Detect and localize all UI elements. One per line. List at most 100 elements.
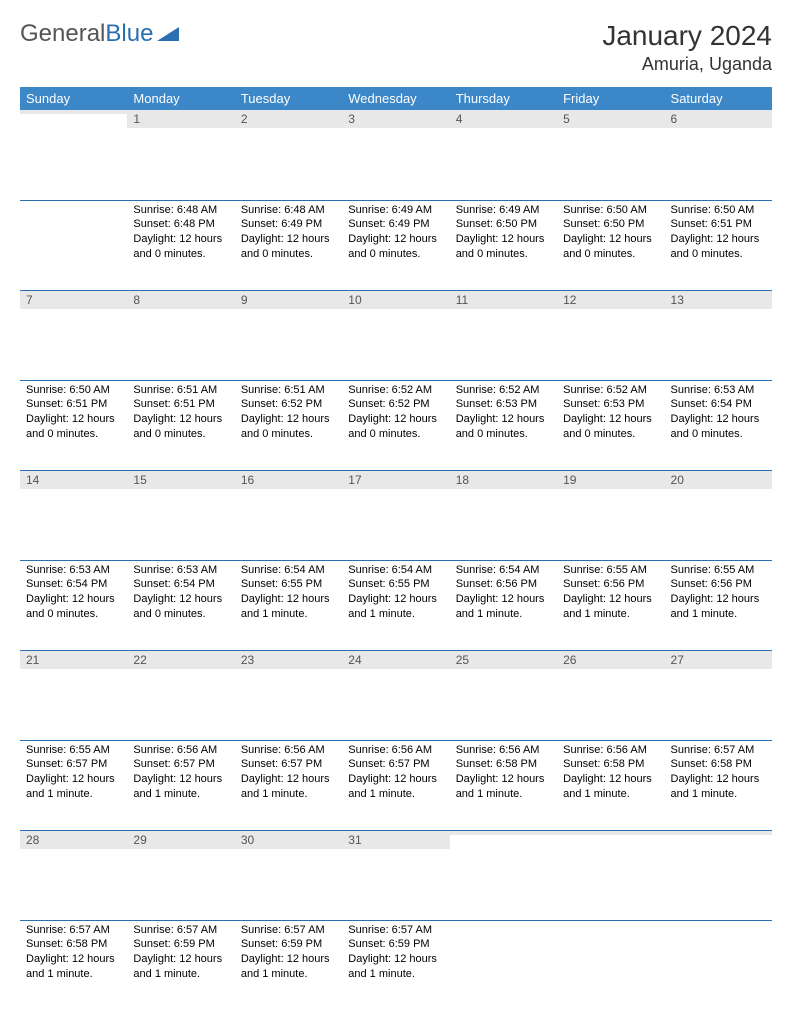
sunrise-text: Sunrise: 6:56 AM [456,743,551,758]
sunrise-text: Sunrise: 6:57 AM [241,923,336,938]
daylight-text: Daylight: 12 hours and 1 minute. [26,952,121,982]
sunrise-text: Sunrise: 6:48 AM [133,203,228,218]
daylight-text: Daylight: 12 hours and 1 minute. [133,772,228,802]
sunrise-text: Sunrise: 6:56 AM [241,743,336,758]
sunset-text: Sunset: 6:51 PM [133,397,228,412]
sunset-text: Sunset: 6:50 PM [563,217,658,232]
daylight-text: Daylight: 12 hours and 0 minutes. [241,232,336,262]
day-number: 7 [20,291,127,309]
daylight-text: Daylight: 12 hours and 1 minute. [671,592,766,622]
sunrise-text: Sunrise: 6:52 AM [563,383,658,398]
sunset-text: Sunset: 6:58 PM [456,757,551,772]
day-number [450,831,557,835]
sunset-text: Sunset: 6:57 PM [133,757,228,772]
day-cell: Sunrise: 6:53 AMSunset: 6:54 PMDaylight:… [20,560,127,650]
sunset-text: Sunset: 6:58 PM [26,937,121,952]
calendar-table: Sunday Monday Tuesday Wednesday Thursday… [20,87,772,1010]
weekday-header-row: Sunday Monday Tuesday Wednesday Thursday… [20,87,772,110]
day-number: 19 [557,471,664,489]
sunset-text: Sunset: 6:56 PM [671,577,766,592]
day-cell: Sunrise: 6:50 AMSunset: 6:51 PMDaylight:… [20,380,127,470]
daylight-text: Daylight: 12 hours and 0 minutes. [133,412,228,442]
sunset-text: Sunset: 6:49 PM [348,217,443,232]
sunset-text: Sunset: 6:54 PM [26,577,121,592]
logo-triangle-icon [157,20,179,48]
day-cell [665,920,772,1010]
sunset-text: Sunset: 6:59 PM [241,937,336,952]
title-block: January 2024 Amuria, Uganda [602,20,772,75]
day-cell: Sunrise: 6:56 AMSunset: 6:57 PMDaylight:… [342,740,449,830]
day-cell: Sunrise: 6:57 AMSunset: 6:58 PMDaylight:… [20,920,127,1010]
sunset-text: Sunset: 6:55 PM [348,577,443,592]
day-cell: Sunrise: 6:54 AMSunset: 6:55 PMDaylight:… [235,560,342,650]
page-header: GeneralBlue January 2024 Amuria, Uganda [20,20,772,75]
day-cell: Sunrise: 6:48 AMSunset: 6:48 PMDaylight:… [127,200,234,290]
sunrise-text: Sunrise: 6:50 AM [671,203,766,218]
sunrise-text: Sunrise: 6:56 AM [133,743,228,758]
day-cell: Sunrise: 6:55 AMSunset: 6:56 PMDaylight:… [665,560,772,650]
sunset-text: Sunset: 6:59 PM [348,937,443,952]
daylight-text: Daylight: 12 hours and 1 minute. [241,592,336,622]
sunset-text: Sunset: 6:48 PM [133,217,228,232]
logo-text-1: General [20,20,105,48]
day-cell: Sunrise: 6:51 AMSunset: 6:52 PMDaylight:… [235,380,342,470]
weekday-header: Tuesday [235,87,342,110]
day-number: 12 [557,291,664,309]
day-number: 27 [665,651,772,669]
day-number: 17 [342,471,449,489]
sunrise-text: Sunrise: 6:49 AM [456,203,551,218]
weekday-header: Wednesday [342,87,449,110]
daylight-text: Daylight: 12 hours and 0 minutes. [348,232,443,262]
sunset-text: Sunset: 6:52 PM [241,397,336,412]
sunrise-text: Sunrise: 6:53 AM [671,383,766,398]
sunset-text: Sunset: 6:58 PM [563,757,658,772]
day-number: 14 [20,471,127,489]
sunset-text: Sunset: 6:56 PM [456,577,551,592]
sunrise-text: Sunrise: 6:54 AM [241,563,336,578]
daylight-text: Daylight: 12 hours and 1 minute. [241,772,336,802]
sunrise-text: Sunrise: 6:52 AM [456,383,551,398]
daylight-text: Daylight: 12 hours and 0 minutes. [133,232,228,262]
day-number: 18 [450,471,557,489]
daylight-text: Daylight: 12 hours and 0 minutes. [456,412,551,442]
day-cell: Sunrise: 6:57 AMSunset: 6:59 PMDaylight:… [127,920,234,1010]
month-title: January 2024 [602,20,772,52]
week-row: Sunrise: 6:57 AMSunset: 6:58 PMDaylight:… [20,920,772,1010]
week-row: Sunrise: 6:50 AMSunset: 6:51 PMDaylight:… [20,380,772,470]
daylight-text: Daylight: 12 hours and 1 minute. [241,952,336,982]
sunrise-text: Sunrise: 6:52 AM [348,383,443,398]
day-number [20,110,127,114]
day-number: 3 [342,110,449,128]
logo-text-2: Blue [105,20,153,48]
day-number: 28 [20,831,127,849]
day-cell: Sunrise: 6:57 AMSunset: 6:58 PMDaylight:… [665,740,772,830]
daylight-text: Daylight: 12 hours and 0 minutes. [563,232,658,262]
sunset-text: Sunset: 6:55 PM [241,577,336,592]
day-number: 21 [20,651,127,669]
sunset-text: Sunset: 6:54 PM [133,577,228,592]
day-number-row: 21222324252627 [20,650,772,740]
day-cell: Sunrise: 6:53 AMSunset: 6:54 PMDaylight:… [127,560,234,650]
daylight-text: Daylight: 12 hours and 0 minutes. [563,412,658,442]
day-number: 9 [235,291,342,309]
daylight-text: Daylight: 12 hours and 0 minutes. [348,412,443,442]
day-cell: Sunrise: 6:50 AMSunset: 6:51 PMDaylight:… [665,200,772,290]
day-number: 22 [127,651,234,669]
day-number-row: 78910111213 [20,290,772,380]
sunrise-text: Sunrise: 6:55 AM [563,563,658,578]
day-number: 4 [450,110,557,128]
day-number-row: 123456 [20,110,772,200]
day-cell: Sunrise: 6:51 AMSunset: 6:51 PMDaylight:… [127,380,234,470]
sunset-text: Sunset: 6:53 PM [456,397,551,412]
week-row: Sunrise: 6:55 AMSunset: 6:57 PMDaylight:… [20,740,772,830]
weekday-header: Saturday [665,87,772,110]
day-cell: Sunrise: 6:53 AMSunset: 6:54 PMDaylight:… [665,380,772,470]
sunset-text: Sunset: 6:51 PM [26,397,121,412]
day-number: 10 [342,291,449,309]
day-number: 13 [665,291,772,309]
sunset-text: Sunset: 6:54 PM [671,397,766,412]
day-cell: Sunrise: 6:54 AMSunset: 6:55 PMDaylight:… [342,560,449,650]
daylight-text: Daylight: 12 hours and 1 minute. [348,592,443,622]
sunset-text: Sunset: 6:58 PM [671,757,766,772]
sunrise-text: Sunrise: 6:53 AM [133,563,228,578]
